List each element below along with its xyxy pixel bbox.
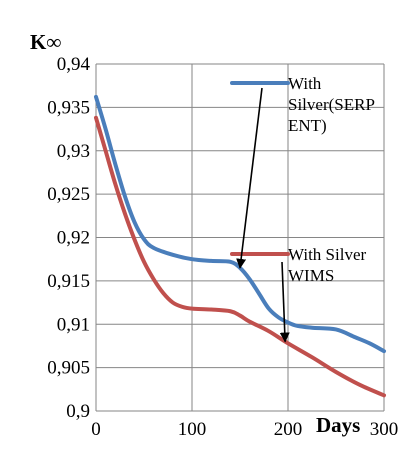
annotation-arrow-2 [279, 261, 290, 343]
series-line-2 [94, 115, 386, 398]
y-tick-label: 0,935 [47, 97, 90, 118]
annotations [236, 87, 290, 343]
y-tick-label: 0,93 [57, 141, 90, 162]
legend: With Silver(SERP ENT) With Silver WIMS [230, 74, 375, 285]
legend-label-2: WIMS [288, 266, 334, 285]
legend-label-1: Silver(SERP [288, 95, 375, 114]
annotation-arrow-1 [236, 87, 263, 269]
legend-label-1: ENT) [288, 116, 327, 135]
y-tick-label: 0,92 [57, 228, 90, 249]
x-tick-label: 100 [178, 419, 207, 440]
tick-labels: 0,9 0,905 0,91 0,915 0,92 0,925 0,93 0,935 0,94 0… [47, 54, 398, 440]
y-tick-label: 0,925 [47, 184, 90, 205]
y-tick-label: 0,9 [66, 401, 90, 422]
x-tick-label: 300 [370, 419, 398, 440]
y-tick-label: 0,915 [47, 271, 90, 292]
legend-label-2: With Silver [288, 245, 367, 264]
series-line-1 [94, 94, 386, 354]
y-axis-title: K∞ [30, 30, 61, 54]
y-tick-label: 0,94 [57, 54, 91, 75]
y-tick-label: 0,91 [57, 314, 90, 335]
x-tick-label: 0 [91, 419, 101, 440]
grid [95, 63, 385, 412]
x-axis-title: Days [316, 413, 360, 437]
y-tick-label: 0,905 [47, 358, 90, 379]
x-tick-label: 200 [274, 419, 303, 440]
legend-label-1: With [288, 74, 322, 93]
